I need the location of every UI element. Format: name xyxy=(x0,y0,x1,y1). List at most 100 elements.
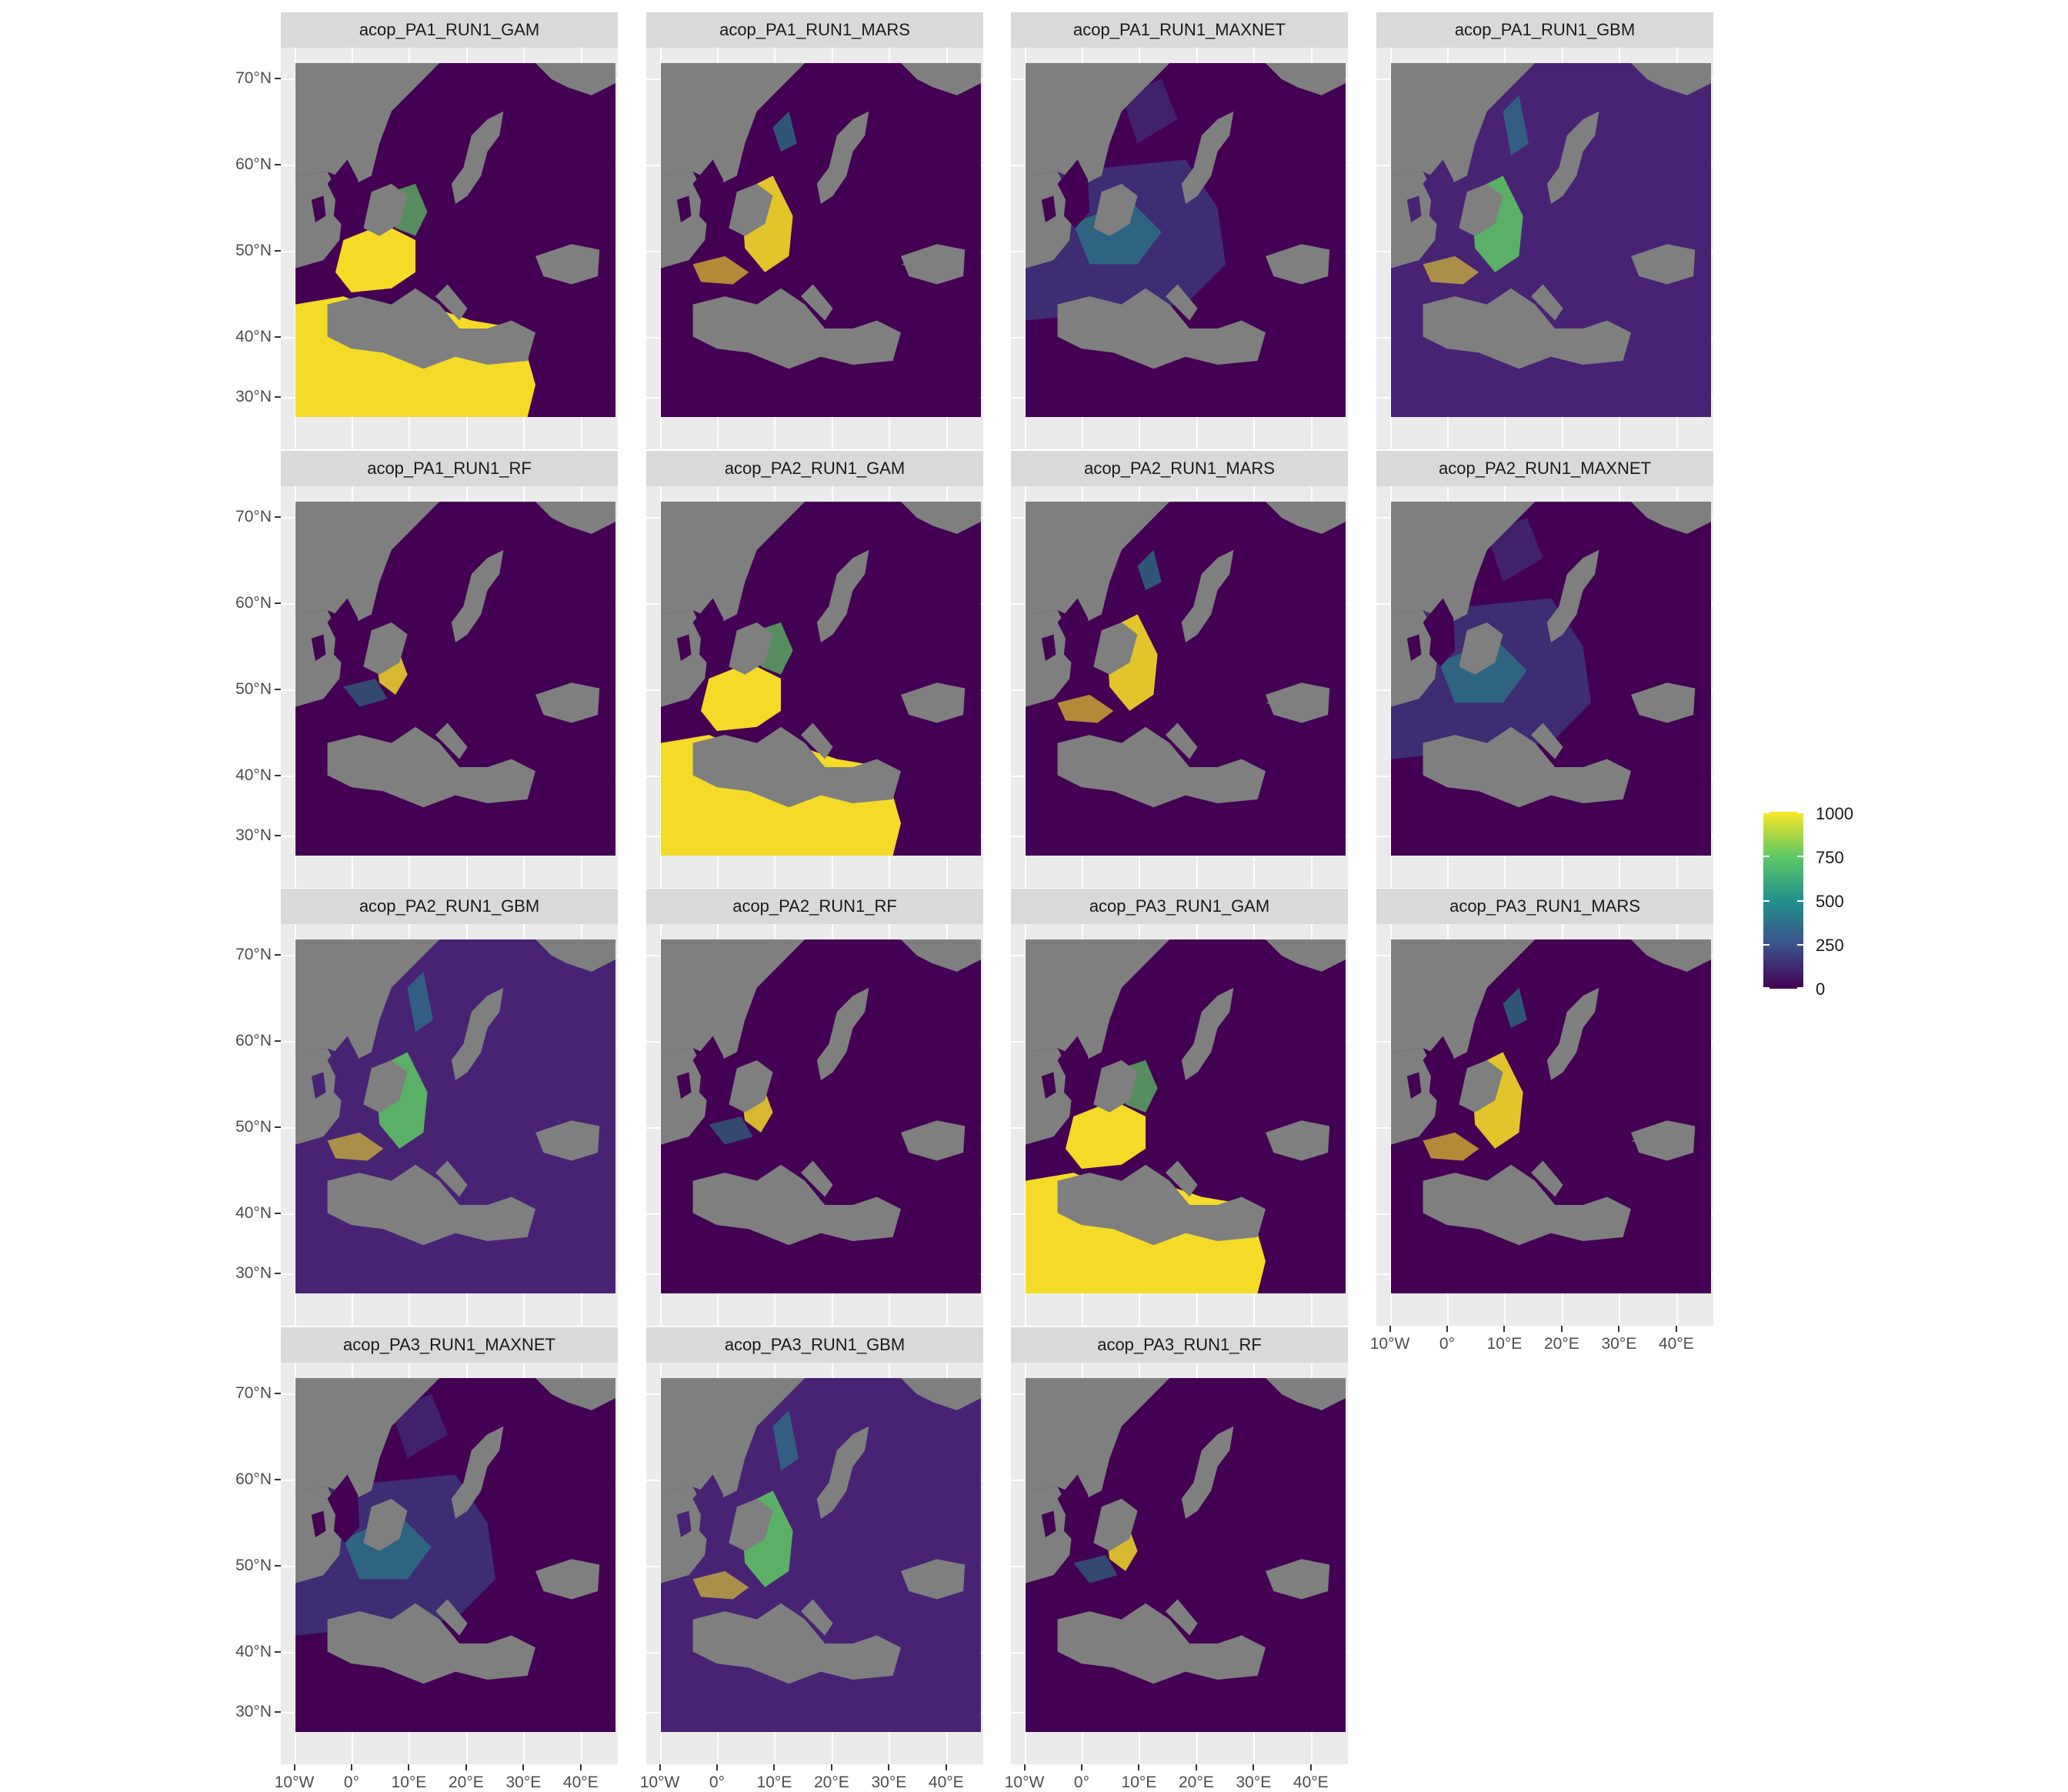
suitability-hotspot xyxy=(335,224,415,292)
x-axis-tick xyxy=(1023,1764,1026,1770)
x-axis-label: 10°W xyxy=(1369,1335,1410,1353)
sea-area xyxy=(1423,288,1631,369)
sea-area xyxy=(1026,1378,1170,1499)
sea-area xyxy=(1166,1160,1198,1197)
facet-panel: acop_PA3_RUN1_RF xyxy=(1011,1327,1348,1764)
x-axis-tick xyxy=(715,1764,718,1770)
sea-area xyxy=(901,63,981,95)
facet-panel: acop_PA3_RUN1_GAM xyxy=(1011,889,1348,1326)
sea-area xyxy=(1631,682,1696,723)
color-legend: 1000 750 500 250 0 xyxy=(1754,804,1877,999)
map-plot-area xyxy=(646,1363,983,1764)
sea-area xyxy=(1026,1487,1074,1583)
x-axis-tick xyxy=(579,1764,582,1770)
sea-area xyxy=(1546,987,1599,1080)
map-plot-area xyxy=(1376,924,1713,1326)
facet-panel: acop_PA1_RUN1_GBM xyxy=(1376,12,1713,449)
sea-area xyxy=(1546,111,1599,204)
suitability-map xyxy=(295,939,615,1293)
suitability-hotspot xyxy=(327,1132,384,1161)
y-axis-label: 30°N xyxy=(235,388,272,406)
facet-title: acop_PA3_RUN1_MARS xyxy=(1376,889,1713,924)
y-axis-label: 40°N xyxy=(235,1204,272,1223)
gridline-vertical xyxy=(1024,486,1026,888)
sea-area xyxy=(1026,939,1170,1060)
sea-area xyxy=(435,284,468,321)
x-axis-tick xyxy=(659,1764,661,1770)
facet-panel: acop_PA3_RUN1_MAXNET xyxy=(281,1327,618,1764)
ireland-landmass xyxy=(311,1072,326,1099)
sea-area xyxy=(1266,1120,1330,1161)
legend-tick xyxy=(1763,856,1769,857)
x-axis-tick xyxy=(888,1764,890,1770)
sea-area xyxy=(801,1160,833,1197)
sea-area xyxy=(1057,1603,1266,1684)
x-axis-label: 20°E xyxy=(449,1774,484,1791)
ireland-landmass xyxy=(1041,634,1056,661)
suitability-hotspot xyxy=(709,1116,753,1145)
ireland-landmass xyxy=(676,1072,692,1099)
y-axis-tick xyxy=(275,1126,281,1129)
britain-landmass xyxy=(1423,1036,1456,1105)
x-axis-tick xyxy=(1675,1326,1677,1332)
sea-area xyxy=(1459,183,1503,236)
sea-area xyxy=(1391,172,1439,269)
britain-landmass xyxy=(1057,1474,1090,1543)
map-plot-area xyxy=(646,924,983,1326)
sea-area xyxy=(1166,284,1198,321)
suitability-map xyxy=(1026,939,1346,1293)
suitability-map xyxy=(295,1378,615,1732)
legend-tick xyxy=(1797,900,1803,902)
sea-area xyxy=(801,1599,833,1636)
map-plot-area xyxy=(1011,486,1348,888)
sea-area xyxy=(295,1048,344,1145)
x-axis-tick xyxy=(773,1764,776,1770)
sea-area xyxy=(1423,726,1631,808)
sea-area xyxy=(1459,1060,1503,1113)
sea-area xyxy=(1631,63,1711,95)
sea-area xyxy=(816,1426,869,1519)
facet-title: acop_PA3_RUN1_GBM xyxy=(646,1327,983,1363)
sea-area xyxy=(1391,502,1536,622)
ireland-landmass xyxy=(311,195,326,222)
britain-landmass xyxy=(692,159,725,229)
facet-title: acop_PA2_RUN1_RF xyxy=(646,889,983,924)
gridline-vertical xyxy=(1024,924,1026,1326)
map-plot-area xyxy=(1011,48,1348,449)
x-axis-tick xyxy=(408,1764,410,1770)
x-axis-tick xyxy=(1560,1326,1563,1332)
map-plot-area xyxy=(1376,48,1713,449)
sea-area xyxy=(901,1378,981,1410)
ireland-landmass xyxy=(1406,195,1422,222)
facet-panel: acop_PA1_RUN1_RF xyxy=(281,451,618,888)
suitability-hotspot xyxy=(692,1570,749,1600)
x-axis-label: 40°E xyxy=(1658,1335,1694,1353)
x-axis-label: 20°E xyxy=(814,1774,849,1791)
suitability-hotspot xyxy=(1503,95,1529,156)
britain-landmass xyxy=(1423,598,1456,667)
y-axis-label: 30°N xyxy=(235,1703,272,1721)
sea-area xyxy=(661,502,806,622)
ireland-landmass xyxy=(1041,195,1056,222)
britain-landmass xyxy=(1057,1036,1090,1105)
y-axis-tick xyxy=(275,1711,281,1714)
x-axis-tick xyxy=(522,1764,525,1770)
legend-tick xyxy=(1797,812,1803,813)
sea-area xyxy=(295,939,440,1060)
legend-label-750: 750 xyxy=(1816,848,1844,867)
x-axis-tick xyxy=(465,1764,467,1770)
y-axis-label: 30°N xyxy=(235,826,272,845)
y-axis-label: 70°N xyxy=(235,508,272,526)
sea-area xyxy=(801,722,833,759)
sea-area xyxy=(1531,722,1563,759)
x-axis-label: 10°E xyxy=(1121,1774,1157,1791)
legend-tick xyxy=(1763,944,1769,946)
facet-title: acop_PA3_RUN1_GAM xyxy=(1011,889,1348,924)
gridline-vertical xyxy=(659,1363,662,1764)
gridline-vertical xyxy=(294,924,296,1326)
facet-title: acop_PA2_RUN1_MARS xyxy=(1011,451,1348,486)
x-axis-tick xyxy=(350,1764,352,1770)
x-axis-label: 30°E xyxy=(871,1774,907,1791)
sea-area xyxy=(661,172,709,269)
